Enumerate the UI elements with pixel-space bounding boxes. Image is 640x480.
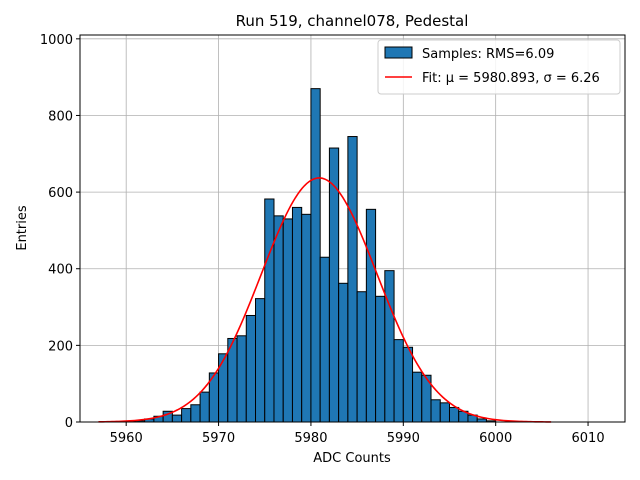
histogram-bar <box>255 298 266 423</box>
histogram-bar <box>291 206 303 423</box>
histogram-bars <box>125 88 497 423</box>
legend-label-samples: Samples: RMS=6.09 <box>422 47 554 62</box>
plot-frame <box>79 34 626 423</box>
legend-box <box>377 39 621 95</box>
legend-swatch-samples <box>384 46 413 59</box>
histogram-bar <box>171 414 183 423</box>
histogram-bar <box>384 270 395 423</box>
x-tick-label: 5970 <box>202 431 235 446</box>
histogram-bar <box>181 408 192 423</box>
histogram-bar <box>393 339 404 423</box>
chart-title: Run 519, channel078, Pedestal <box>236 12 469 30</box>
x-tick-label: 6000 <box>479 431 512 446</box>
y-tick-label: 400 <box>48 263 73 278</box>
histogram-bar <box>236 335 247 423</box>
histogram-bar <box>402 346 414 423</box>
x-tick-label: 5960 <box>110 431 143 446</box>
y-tick-label: 200 <box>48 339 73 354</box>
histogram-bar <box>356 291 367 423</box>
histogram-bar <box>439 402 450 423</box>
histogram-bar <box>365 208 377 423</box>
histogram-bar <box>264 198 275 423</box>
legend: Samples: RMS=6.09 Fit: μ = 5980.893, σ =… <box>377 39 621 95</box>
y-tick-label: 1000 <box>40 33 73 48</box>
legend-label-fit: Fit: μ = 5980.893, σ = 6.26 <box>422 71 600 86</box>
histogram-bar <box>199 391 210 423</box>
x-axis: 5960 5970 5980 5990 6000 6010 <box>110 422 605 446</box>
x-tick-label: 5980 <box>294 431 327 446</box>
y-tick-label: 800 <box>48 109 73 124</box>
histogram-bar <box>190 404 201 423</box>
histogram-bar <box>282 218 293 423</box>
histogram-bar <box>338 282 349 423</box>
histogram-bar <box>245 314 257 423</box>
histogram-bar <box>301 213 312 423</box>
histogram-bar <box>218 353 229 423</box>
x-tick-label: 5990 <box>387 431 420 446</box>
histogram-bar <box>319 256 330 423</box>
x-tick-label: 6010 <box>572 431 605 446</box>
histogram-bar <box>375 295 386 423</box>
histogram-bar <box>273 215 284 423</box>
y-axis-label: Entries <box>15 205 30 251</box>
y-axis: 0 200 400 600 800 1000 <box>40 33 80 431</box>
x-axis-label: ADC Counts <box>313 451 391 466</box>
histogram-bar <box>448 406 460 423</box>
fit-curve <box>98 177 552 423</box>
y-tick-label: 600 <box>48 186 73 201</box>
histogram-bar <box>412 371 423 423</box>
histogram-bar <box>310 88 321 423</box>
y-tick-label: 0 <box>65 416 73 431</box>
histogram-bar <box>430 399 441 423</box>
histogram-bar <box>347 136 358 423</box>
